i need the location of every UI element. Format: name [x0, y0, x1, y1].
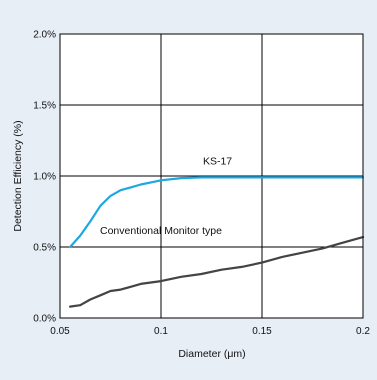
- x-tick-label: 0.15: [252, 326, 272, 337]
- series-layer: [68, 176, 365, 308]
- y-tick-labels: 0.0% 0.5% 1.0% 1.5% 2.0%: [33, 30, 56, 325]
- series-line-0: [68, 176, 365, 249]
- grid-lines: [60, 34, 363, 318]
- annotation-label: Conventional Monitor type: [100, 225, 222, 237]
- y-axis-label: Detection Efficiency (%): [12, 120, 24, 231]
- series-annotations: KS-17 Conventional Monitor type: [100, 156, 232, 238]
- x-tick-labels: 0.05 0.1 0.15 0.2: [50, 326, 370, 337]
- y-tick-label: 2.0%: [33, 30, 56, 41]
- plot-frame: [59, 33, 364, 319]
- y-tick-label: 0.0%: [33, 314, 56, 325]
- series-line-1: [68, 236, 365, 308]
- x-tick-label: 0.05: [50, 326, 70, 337]
- y-tick-label: 1.5%: [33, 101, 56, 112]
- x-tick-label: 0.2: [356, 326, 370, 337]
- x-axis-label: Diameter (μm): [178, 348, 245, 360]
- x-tick-label: 0.1: [154, 326, 168, 337]
- y-tick-label: 0.5%: [33, 243, 56, 254]
- y-tick-label: 1.0%: [33, 172, 56, 183]
- annotation-label: KS-17: [203, 156, 232, 168]
